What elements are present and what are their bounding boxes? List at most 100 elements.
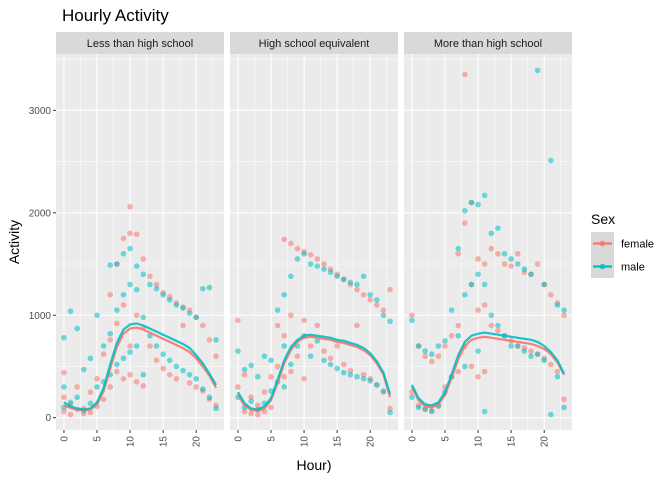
- data-point-male: [307, 353, 314, 360]
- data-point-male: [321, 357, 327, 364]
- smooth-line-female: [410, 335, 566, 409]
- data-point-male: [455, 332, 462, 339]
- facet-panel: More than high school 0 5 10 15 20: [404, 32, 572, 447]
- data-point-male: [274, 307, 281, 313]
- data-point-male: [173, 302, 180, 308]
- data-point-male: [281, 291, 288, 298]
- data-point-male: [213, 337, 219, 343]
- data-point-female: [153, 357, 160, 364]
- smooth-line-female: [237, 335, 392, 413]
- data-point-female: [367, 297, 374, 303]
- data-point-male: [153, 285, 160, 292]
- data-point-male: [488, 230, 495, 237]
- data-point-male: [442, 338, 448, 344]
- data-point-female: [528, 348, 534, 354]
- data-point-female: [508, 263, 514, 269]
- data-point-male: [462, 291, 468, 298]
- data-point-female: [120, 235, 127, 242]
- data-point-male: [127, 281, 133, 288]
- data-point-female: [100, 351, 107, 357]
- data-point-female: [294, 353, 301, 360]
- data-point-female: [133, 379, 140, 385]
- data-point-female: [488, 245, 495, 252]
- data-point-male: [435, 343, 442, 349]
- data-point-male: [428, 351, 435, 357]
- y-tick-label: 2000: [29, 208, 52, 219]
- data-point-female: [288, 312, 294, 319]
- data-point-female: [554, 368, 561, 375]
- data-point-female: [561, 312, 567, 319]
- x-tick-label: 15: [333, 436, 344, 448]
- data-point-male: [428, 408, 435, 415]
- data-point-male: [554, 373, 561, 380]
- data-point-male: [153, 343, 160, 349]
- data-point-female: [475, 307, 481, 313]
- data-point-male: [481, 408, 488, 415]
- data-point-male: [374, 297, 380, 303]
- data-point-female: [354, 322, 360, 329]
- data-point-female: [288, 368, 294, 375]
- data-point-female: [354, 286, 360, 293]
- data-point-male: [114, 261, 120, 267]
- data-point-male: [415, 343, 422, 349]
- legend-key-male: male: [591, 255, 645, 278]
- data-point-male: [74, 325, 80, 332]
- data-point-female: [61, 394, 67, 401]
- data-point-male: [314, 338, 321, 344]
- data-point-male: [380, 388, 387, 394]
- data-point-male: [100, 343, 107, 349]
- legend-title: Sex: [591, 211, 615, 227]
- data-point-female: [314, 322, 321, 329]
- data-point-female: [475, 373, 481, 380]
- x-tick-label: 0: [233, 436, 244, 442]
- data-point-male: [114, 361, 120, 368]
- data-point-male: [186, 371, 193, 378]
- data-point-female: [274, 322, 281, 329]
- data-point-female: [213, 353, 219, 360]
- chart-title: Hourly Activity: [62, 6, 169, 25]
- data-point-female: [261, 389, 268, 395]
- data-point-male: [534, 351, 541, 357]
- data-point-male: [127, 245, 133, 252]
- data-point-male: [415, 404, 422, 411]
- data-point-male: [521, 348, 528, 354]
- data-point-male: [534, 67, 541, 74]
- data-point-female: [241, 371, 248, 378]
- data-point-male: [561, 307, 567, 313]
- x-axis-title: Hour): [296, 457, 331, 473]
- data-point-female: [455, 250, 462, 257]
- data-point-female: [455, 322, 462, 329]
- data-point-male: [241, 366, 248, 373]
- legend-point-female: [599, 240, 606, 247]
- data-point-female: [548, 361, 554, 368]
- data-point-female: [281, 332, 288, 339]
- data-point-male: [74, 394, 80, 401]
- data-point-male: [120, 250, 127, 257]
- x-tick-label: 5: [441, 436, 452, 442]
- data-point-male: [327, 361, 334, 368]
- data-point-female: [360, 291, 367, 298]
- data-point-male: [367, 291, 374, 298]
- data-point-female: [254, 402, 261, 409]
- data-point-male: [488, 312, 495, 319]
- x-tick-label: 5: [267, 436, 278, 442]
- data-point-male: [186, 310, 193, 317]
- data-point-male: [180, 305, 186, 311]
- data-point-male: [133, 286, 140, 293]
- x-tick-label: 15: [507, 436, 518, 448]
- data-point-male: [180, 367, 186, 374]
- data-point-male: [448, 307, 455, 313]
- data-point-female: [514, 250, 521, 257]
- data-point-female: [235, 384, 241, 390]
- data-point-female: [548, 291, 554, 298]
- data-point-male: [508, 343, 514, 349]
- data-point-male: [475, 271, 481, 278]
- data-point-male: [508, 256, 514, 262]
- data-point-male: [193, 314, 200, 321]
- data-point-male: [166, 297, 173, 303]
- data-point-female: [428, 358, 435, 365]
- x-tick-label: 10: [300, 436, 311, 448]
- facet-panel: High school equivalent 0 5 10 15 20: [230, 32, 398, 447]
